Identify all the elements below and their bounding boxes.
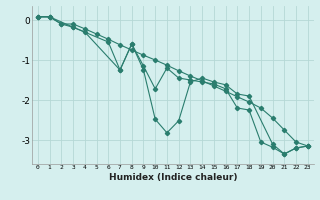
X-axis label: Humidex (Indice chaleur): Humidex (Indice chaleur): [108, 173, 237, 182]
